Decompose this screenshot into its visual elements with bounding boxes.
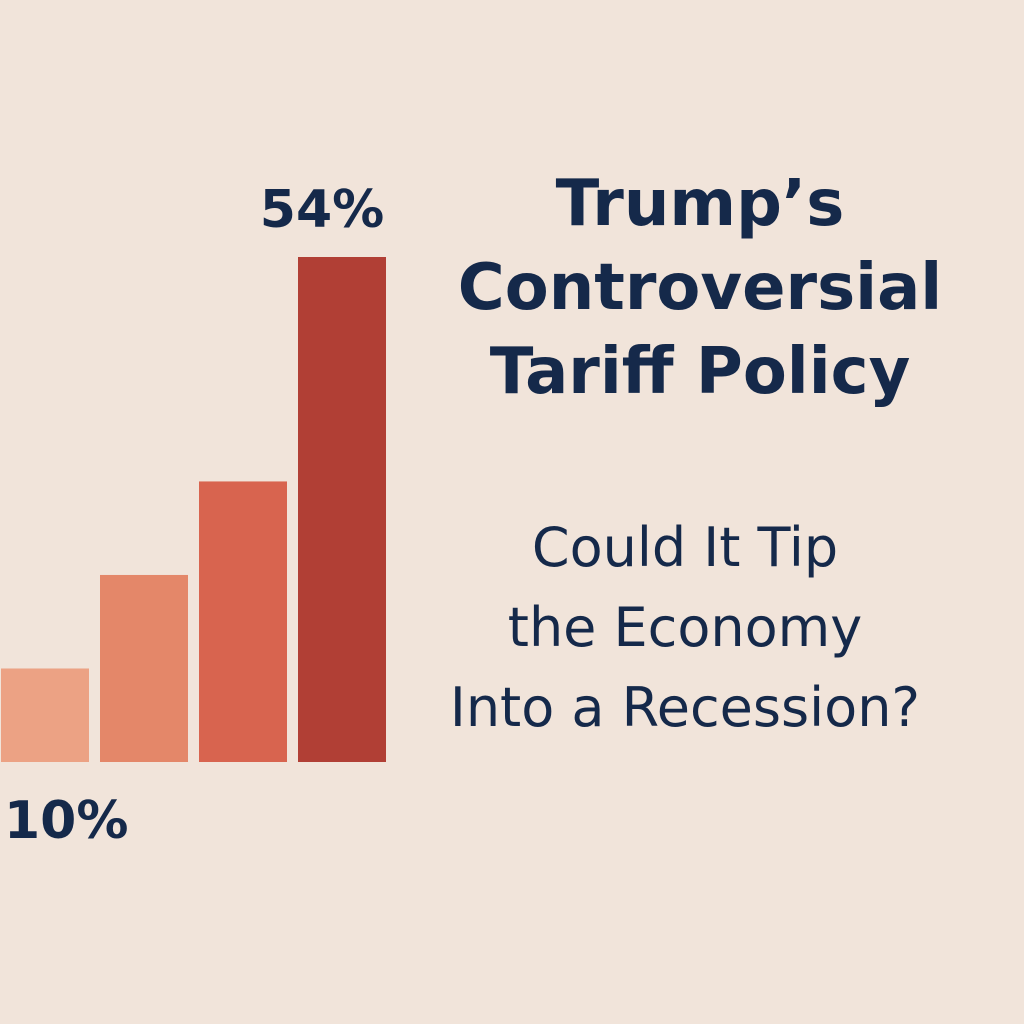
headline-line-1: Trump’s [555,167,845,241]
bar-2 [100,574,188,762]
bar-4 [298,257,386,762]
headline-title: Trump’s Controversial Tariff Policy [410,162,990,414]
bar-3 [199,481,287,762]
bar-1 [1,668,89,762]
subheadline-question: Could It Tip the Economy Into a Recessio… [405,508,965,748]
bar-label-54-percent: 54% [260,180,384,240]
bar-label-10-percent: 10% [4,791,128,851]
bar-series [1,257,386,762]
subheadline-line-3: Into a Recession? [449,676,921,739]
headline-line-3: Tariff Policy [489,335,911,409]
bar-chart: 54% 10% [1,180,386,851]
subheadline-line-2: the Economy [507,596,863,659]
subheadline-line-1: Could It Tip [531,516,839,579]
headline-line-2: Controversial [457,251,943,325]
